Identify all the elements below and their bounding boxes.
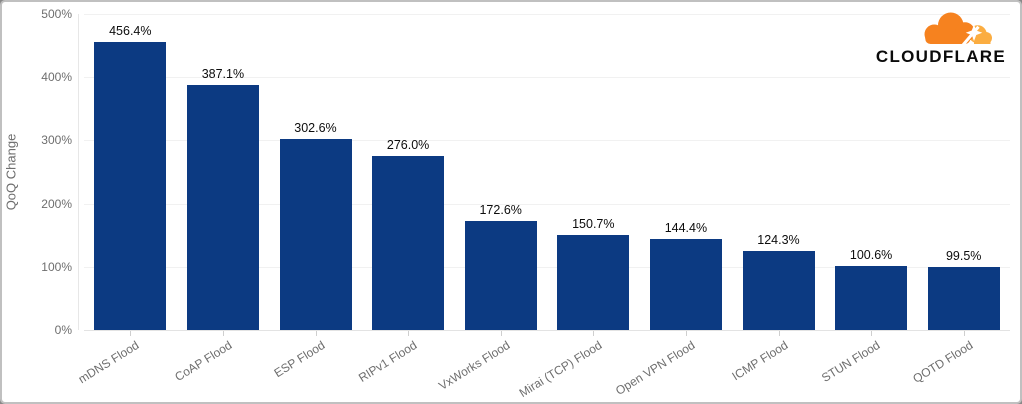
bar [835,266,908,330]
gridline [84,14,1010,15]
bar [464,220,537,330]
x-axis-tick-mark [130,331,132,336]
bar-value-label: 302.6% [294,120,337,135]
gridline [84,203,1010,205]
x-axis-tick-mark [593,331,595,336]
y-axis-tick-label: 100% [41,259,72,274]
bar-value-label: 172.6% [479,202,522,217]
x-axis-tick-mark [500,331,502,336]
x-axis-tick-mark [778,331,780,336]
gridline [84,140,1010,142]
x-axis-tick-mark [315,331,317,336]
x-axis-tick-mark [685,331,687,336]
y-axis-line [78,14,79,330]
cloudflare-wordmark: CLOUDFLARE [875,47,1006,66]
y-axis-tick-label: 200% [41,196,72,211]
y-axis-tick-label: 500% [41,7,72,21]
bar [372,155,445,330]
bar-value-label: 456.4% [109,23,152,38]
bar [186,85,259,330]
cloudflare-logo: CLOUDFLARE [876,11,1006,66]
gridline [84,266,1010,268]
y-axis-tick-label: 300% [41,133,72,148]
bar-value-label: 144.4% [664,220,708,235]
bar-value-label: 124.3% [757,233,800,248]
bar [94,41,167,330]
x-axis-tick-mark [222,331,224,336]
bar-value-label: 276.0% [386,137,430,152]
bar [279,138,352,330]
plot-area: 456.4% 387.1% 302.6% 276.0% 172.6% 150.7% 144.… [84,14,1010,331]
x-axis-tick-mark [871,331,873,336]
y-axis-tick-label: 400% [41,70,72,85]
x-axis-tick-mark [963,331,965,336]
cloudflare-cloud-icon [924,12,992,47]
bar-value-label: 387.1% [201,67,245,82]
bar [927,267,1000,330]
y-axis-tick-label: 0% [54,323,72,337]
gridline [84,77,1010,79]
x-axis-tick-mark [408,331,410,336]
gridline [84,330,1010,331]
bar-value-label: 150.7% [572,216,615,231]
x-axis-category-label: mDNS Flood [76,338,142,387]
bar [649,238,722,330]
bar [557,234,630,330]
bar-value-label: 99.5% [945,249,982,264]
bar-value-label: 100.6% [849,248,893,263]
bar [742,251,815,330]
